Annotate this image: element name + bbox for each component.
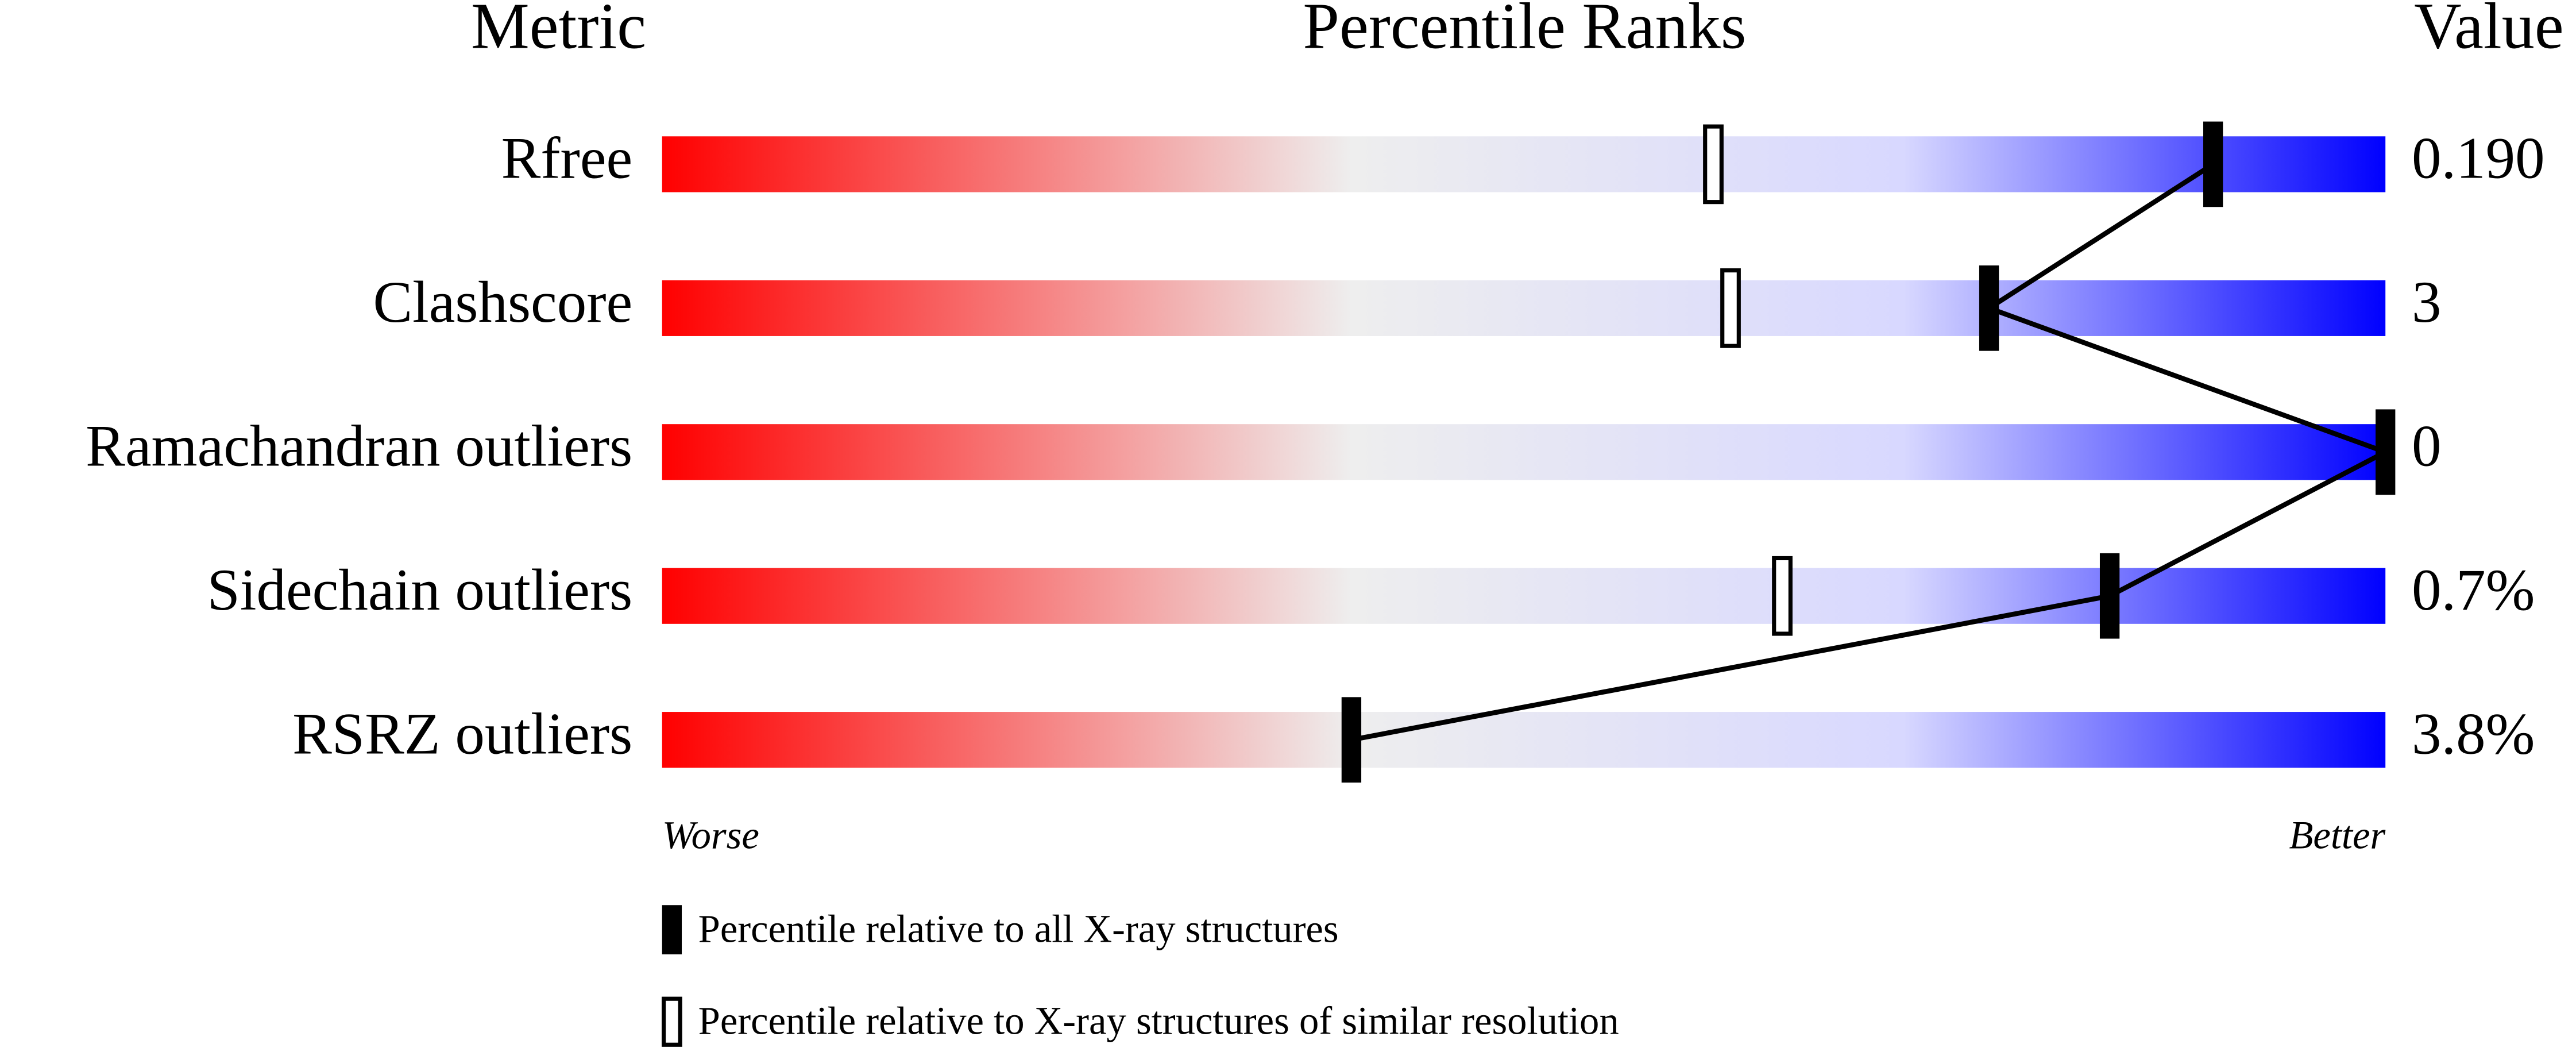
metric-label: Rfree <box>501 126 633 191</box>
percentile-marker-hollow <box>1720 268 1741 348</box>
percentile-marker-hollow <box>1703 124 1724 205</box>
metric-value: 3 <box>2412 269 2441 335</box>
slider-bar <box>662 280 2386 336</box>
metric-label: Clashscore <box>373 269 632 335</box>
metric-value: 3.8% <box>2412 701 2535 766</box>
slider-bar <box>662 568 2386 624</box>
chart-title: Percentile Ranks <box>1303 0 1746 62</box>
percentile-marker-hollow <box>1772 556 1793 636</box>
slider-bar <box>662 136 2386 192</box>
legend-marker <box>662 905 682 955</box>
percentile-marker <box>1979 265 1999 351</box>
metric-label: RSRZ outliers <box>292 701 632 766</box>
slider-bar <box>662 712 2386 768</box>
metric-value: 0.7% <box>2412 557 2535 623</box>
metric-value: 0 <box>2412 413 2441 479</box>
metric-label: Sidechain outliers <box>207 557 633 623</box>
metric-header: Metric <box>471 0 646 62</box>
metric-value: 0.190 <box>2412 126 2545 191</box>
percentile-marker <box>2099 553 2120 639</box>
percentile-marker <box>2376 409 2396 495</box>
percentile-marker <box>1341 697 1362 783</box>
legend-label: Percentile relative to all X-ray structu… <box>698 907 1339 951</box>
metric-label: Ramachandran outliers <box>86 413 632 479</box>
percentile-marker <box>2203 121 2223 207</box>
value-header: Value <box>2414 0 2563 62</box>
axis-high-label: Better <box>2289 814 2385 857</box>
legend-marker <box>661 996 682 1047</box>
legend-label: Percentile relative to X-ray structures … <box>698 999 1619 1043</box>
axis-low-label: Worse <box>662 814 759 857</box>
slider-bar <box>662 424 2386 480</box>
